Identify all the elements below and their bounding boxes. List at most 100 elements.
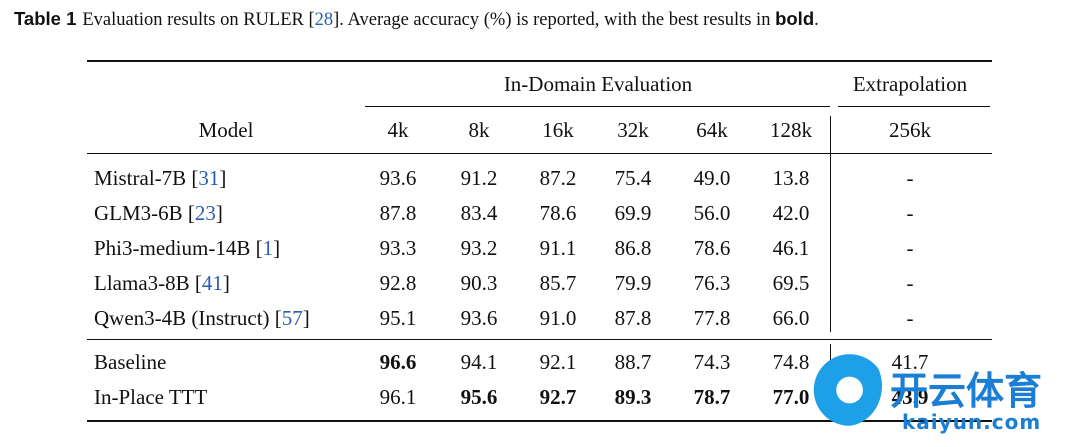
cell-value: 74.8 xyxy=(772,350,810,374)
section-rule xyxy=(87,339,992,340)
cell-value: 91.2 xyxy=(460,166,498,190)
cell-value: 87.8 xyxy=(379,201,417,225)
watermark-url: kaiyun.com xyxy=(902,410,1042,434)
cell-value: 95.6 xyxy=(460,385,498,409)
caption-text: Evaluation results on RULER [ xyxy=(82,10,315,30)
group-rule xyxy=(365,106,830,107)
cell-value: 87.8 xyxy=(614,306,652,330)
cell-value: 93.2 xyxy=(460,236,498,260)
group-header: In-Domain Evaluation xyxy=(503,72,693,96)
cell-value: 49.0 xyxy=(693,166,731,190)
caption: Table 1 Evaluation results on RULER [28].… xyxy=(14,8,819,31)
top-rule xyxy=(87,60,992,62)
bottom-rule xyxy=(87,420,992,422)
group-rule xyxy=(838,106,990,107)
cell-value: 77.8 xyxy=(693,306,731,330)
cell-value: 95.1 xyxy=(379,306,417,330)
cell-value: 41.7 xyxy=(891,350,929,374)
cell-value: 92.8 xyxy=(379,271,417,295)
cell-value: 86.8 xyxy=(614,236,652,260)
cell-value: 91.0 xyxy=(539,306,577,330)
cell-value: 78.6 xyxy=(539,201,577,225)
cell-value: - xyxy=(906,236,914,260)
cell-value: 69.9 xyxy=(614,201,652,225)
cell-value: 93.6 xyxy=(460,306,498,330)
cell-value: 88.7 xyxy=(614,350,652,374)
cell-value: 83.4 xyxy=(460,201,498,225)
cell-value: 93.3 xyxy=(379,236,417,260)
column-header: 256k xyxy=(889,118,931,142)
cell-value: 92.7 xyxy=(539,385,577,409)
caption-text: ]. Average accuracy (%) is reported, wit… xyxy=(333,10,776,30)
model-name: Baseline xyxy=(94,350,166,374)
model-ref: 57 xyxy=(281,306,303,330)
cell-value: 96.1 xyxy=(379,385,417,409)
cell-value: 77.0 xyxy=(772,385,810,409)
caption-text: . xyxy=(814,10,819,30)
cell-value: 42.0 xyxy=(772,201,810,225)
model-name: Qwen3-4B (Instruct) [57] xyxy=(94,306,310,330)
cell-value: 78.6 xyxy=(693,236,731,260)
caption-label: Table 1 xyxy=(14,8,77,29)
column-header: 32k xyxy=(617,118,649,142)
column-header: 64k xyxy=(696,118,728,142)
column-divider xyxy=(830,116,831,332)
cell-value: 56.0 xyxy=(693,201,731,225)
cell-value: 96.6 xyxy=(379,350,417,374)
model-text: ] xyxy=(215,201,223,225)
model-ref: 23 xyxy=(194,201,216,225)
cell-value: - xyxy=(906,201,914,225)
cell-value: 90.3 xyxy=(460,271,498,295)
cell-value: 43.9 xyxy=(891,385,929,409)
cell-value: 46.1 xyxy=(772,236,810,260)
model-text: ] xyxy=(219,166,227,190)
cell-value: 92.1 xyxy=(539,350,577,374)
cell-value: 89.3 xyxy=(614,385,652,409)
model-ref: 41 xyxy=(201,271,223,295)
cell-value: 78.7 xyxy=(693,385,731,409)
column-header: 4k xyxy=(387,118,409,142)
cell-value: 66.0 xyxy=(772,306,810,330)
model-ref: 31 xyxy=(198,166,220,190)
header-rule xyxy=(87,153,992,154)
caption-bold: bold xyxy=(775,8,815,29)
model-ref: 1 xyxy=(262,236,274,260)
model-text: GLM3-6B [ xyxy=(94,201,195,225)
cell-value: 13.8 xyxy=(772,166,810,190)
model-name: Mistral-7B [31] xyxy=(94,166,226,190)
cell-value: 76.3 xyxy=(693,271,731,295)
cell-value: 93.6 xyxy=(379,166,417,190)
column-header: 128k xyxy=(770,118,812,142)
model-text: Phi3-medium-14B [ xyxy=(94,236,263,260)
group-header: Extrapolation xyxy=(852,72,968,96)
watermark: 开云体育 kaiyun.com xyxy=(790,338,1080,447)
column-header: 16k xyxy=(542,118,574,142)
cell-value: 74.3 xyxy=(693,350,731,374)
model-text: Baseline xyxy=(94,350,167,374)
cell-value: 87.2 xyxy=(539,166,577,190)
model-name: In-Place TTT xyxy=(94,385,207,409)
model-text: Mistral-7B [ xyxy=(94,166,199,190)
cell-value: - xyxy=(906,306,914,330)
cell-value: 94.1 xyxy=(460,350,498,374)
model-text: ] xyxy=(222,271,230,295)
caption-ref: 28 xyxy=(314,10,334,30)
model-text: ] xyxy=(302,306,310,330)
model-name: Phi3-medium-14B [1] xyxy=(94,236,280,260)
model-name: GLM3-6B [23] xyxy=(94,201,223,225)
column-header: 8k xyxy=(468,118,490,142)
cell-value: 91.1 xyxy=(539,236,577,260)
model-name: Llama3-8B [41] xyxy=(94,271,230,295)
cell-value: 75.4 xyxy=(614,166,652,190)
model-text: In-Place TTT xyxy=(94,385,208,409)
model-text: Qwen3-4B (Instruct) [ xyxy=(94,306,282,330)
watermark-logo xyxy=(810,346,882,426)
model-text: Llama3-8B [ xyxy=(94,271,202,295)
column-header: Model xyxy=(198,118,254,142)
cell-value: 69.5 xyxy=(772,271,810,295)
cell-value: 79.9 xyxy=(614,271,652,295)
cell-value: 85.7 xyxy=(539,271,577,295)
cell-value: - xyxy=(906,166,914,190)
watermark-brand: 开云体育 xyxy=(890,369,1043,413)
